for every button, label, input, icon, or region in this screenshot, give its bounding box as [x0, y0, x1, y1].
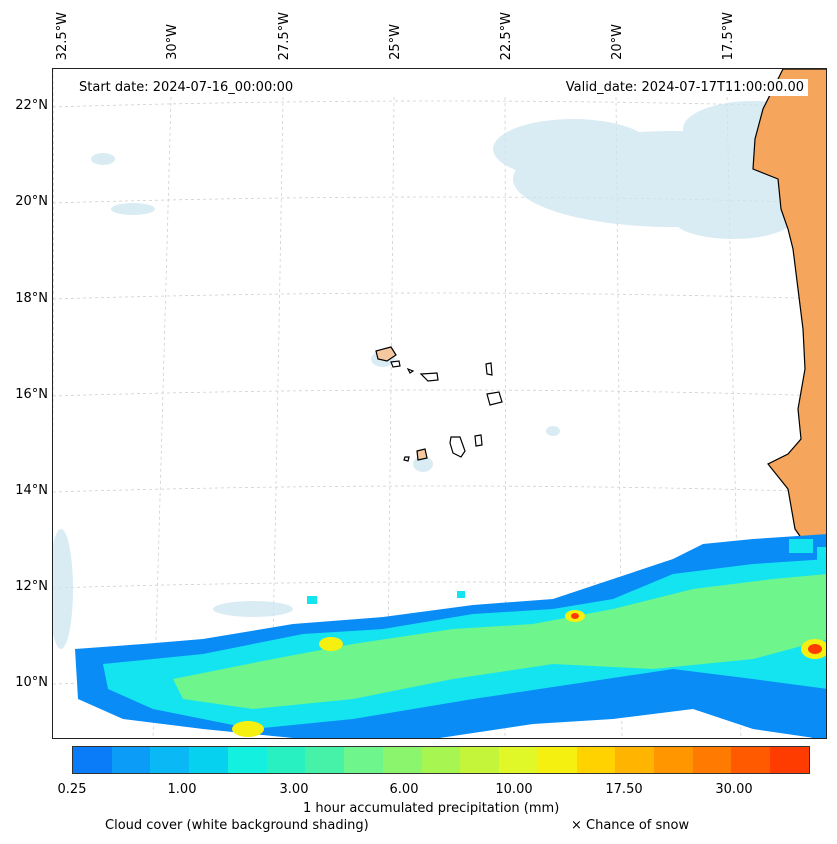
lon-tick-32-5w: 32.5°W [54, 11, 70, 60]
colorbar-segment [770, 747, 809, 773]
island-santo-antao [375, 346, 397, 362]
colorbar-segment [189, 747, 228, 773]
colorbar-tick: 1.00 [167, 782, 197, 797]
precip-cell [817, 547, 826, 565]
island-brava [403, 456, 410, 462]
colorbar-segment [150, 747, 190, 773]
colorbar-segment [731, 747, 771, 773]
precip-core-red [571, 613, 579, 619]
lat-tick-14n: 14°N [15, 483, 48, 498]
colorbar-segment [111, 747, 151, 773]
start-date-label: Start date: 2024-07-16_00:00:00 [75, 79, 298, 96]
lat-tick-22n: 22°N [15, 98, 48, 113]
colorbar-title: 1 hour accumulated precipitation (mm) [303, 801, 560, 816]
colorbar-tick: 30.00 [715, 782, 753, 797]
lon-tick-20w: 20°W [609, 24, 625, 60]
lon-tick-30w: 30°W [164, 24, 180, 60]
colorbar-segment [421, 747, 461, 773]
parallel-line [53, 100, 826, 108]
colorbar-tick: 0.25 [57, 782, 87, 797]
cloud-patch [213, 601, 293, 617]
colorbar-segment [537, 747, 577, 773]
precip-band-green [173, 574, 826, 709]
lat-tick-16n: 16°N [15, 387, 48, 402]
colorbar-segment [73, 747, 112, 773]
colorbar-segment [344, 747, 383, 773]
island-sal [485, 362, 493, 376]
parallel-line [53, 292, 826, 300]
lon-tick-22-5w: 22.5°W [498, 11, 514, 60]
lat-tick-20n: 20°N [15, 194, 48, 209]
island-boa-vista [486, 391, 503, 406]
precip-core-yellow [232, 721, 264, 737]
island-sao-nicolau [419, 372, 439, 382]
precip-core-yellow [319, 637, 343, 651]
colorbar-segment [692, 747, 732, 773]
lon-tick-25w: 25°W [387, 24, 403, 60]
precipitation-colorbar [72, 746, 810, 774]
map-panel[interactable]: Start date: 2024-07-16_00:00:00 Valid_da… [52, 68, 827, 739]
colorbar-segment [266, 747, 306, 773]
precipitation [75, 534, 826, 738]
cloud-patch [673, 199, 793, 239]
colorbar-segment [227, 747, 267, 773]
parallel-line [53, 389, 826, 397]
colorbar-segment [382, 747, 422, 773]
colorbar-segment [654, 747, 693, 773]
colorbar-tick: 10.00 [495, 782, 533, 797]
map-canvas [53, 69, 826, 738]
colorbar-tick: 6.00 [389, 782, 419, 797]
cloud-patch [546, 426, 560, 436]
lon-tick-17-5w: 17.5°W [720, 11, 736, 60]
cloud-patch [91, 153, 115, 165]
valid-date-label: Valid_date: 2024-07-17T11:00:00.00 [561, 79, 808, 96]
colorbar-tick: 17.50 [605, 782, 643, 797]
island-santiago [449, 436, 466, 458]
island-maio [474, 434, 483, 447]
lat-tick-18n: 18°N [15, 291, 48, 306]
cloud-cover-legend: Cloud cover (white background shading) [105, 818, 369, 833]
cloud-patch [53, 529, 73, 649]
snow-legend: × Chance of snow [571, 818, 690, 833]
precip-cell [789, 539, 813, 553]
cloud-patch [111, 203, 155, 215]
precip-cell [457, 591, 465, 598]
island-fogo [416, 448, 428, 461]
island-sao-vicente [390, 360, 401, 368]
island-santa-luzia [406, 367, 415, 374]
colorbar-segment [305, 747, 345, 773]
colorbar-segment [499, 747, 538, 773]
parallel-line [53, 485, 826, 493]
cloud-patch [493, 119, 653, 179]
precip-cell [307, 596, 317, 604]
meridian-line [53, 69, 54, 459]
colorbar-segment [460, 747, 500, 773]
precip-core-red [808, 644, 822, 654]
colorbar-segment [615, 747, 655, 773]
colorbar-segment [576, 747, 616, 773]
colorbar-tick: 3.00 [279, 782, 309, 797]
lon-tick-27-5w: 27.5°W [276, 11, 292, 60]
lat-tick-10n: 10°N [15, 675, 48, 690]
lat-tick-12n: 12°N [15, 579, 48, 594]
